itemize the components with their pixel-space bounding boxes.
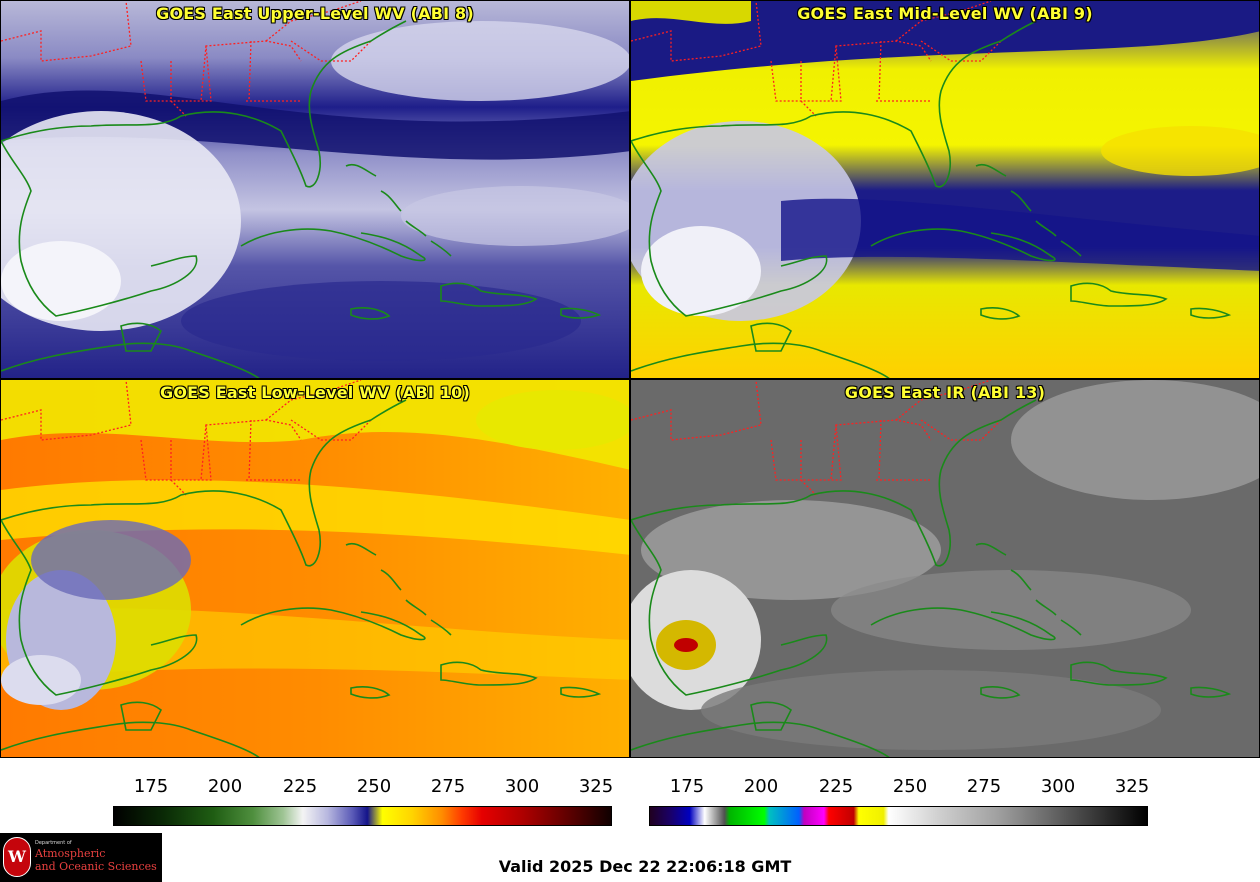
ir-tick-label: 175	[669, 776, 705, 797]
low-level-wv-map	[1, 380, 629, 757]
upper-level-wv-map	[1, 1, 629, 378]
upper-level-wv-panel: GOES East Upper-Level WV (ABI 8)	[0, 0, 630, 379]
mid-level-wv-panel: GOES East Mid-Level WV (ABI 9)	[630, 0, 1260, 379]
wv-tick-label: 200	[207, 776, 243, 797]
wv-tick-label: 225	[282, 776, 318, 797]
ir-tick-label: 300	[1040, 776, 1076, 797]
ir-tick-label: 275	[966, 776, 1002, 797]
wv-colorbar-ticks: 175 200 225 250 275 300 325	[113, 768, 614, 806]
panel-title: GOES East Low-Level WV (ABI 10)	[159, 383, 470, 402]
logo-line-2: and Oceanic Sciences	[35, 860, 157, 873]
ir-colorbar-ticks: 175 200 225 250 275 300 325	[649, 768, 1150, 806]
panel-title: GOES East IR (ABI 13)	[844, 383, 1046, 402]
wv-tick-label: 275	[430, 776, 466, 797]
logo-line-1: Atmospheric	[35, 847, 106, 860]
mid-level-wv-map	[631, 1, 1259, 378]
valid-time: Valid 2025 Dec 22 22:06:18 GMT	[498, 857, 792, 876]
ir-panel: GOES East IR (ABI 13)	[630, 379, 1260, 758]
ir-tick-label: 325	[1114, 776, 1150, 797]
wv-tick-label: 250	[356, 776, 392, 797]
logo-dept-text: Department of	[35, 840, 72, 846]
ir-tick-label: 225	[818, 776, 854, 797]
ir-tick-label: 200	[743, 776, 779, 797]
ir-tick-label: 250	[892, 776, 928, 797]
university-seal-icon: W	[3, 837, 31, 877]
wv-colorbar	[113, 806, 612, 826]
wv-tick-label: 175	[133, 776, 169, 797]
panel-title: GOES East Upper-Level WV (ABI 8)	[156, 4, 474, 23]
low-level-wv-panel: GOES East Low-Level WV (ABI 10)	[0, 379, 630, 758]
ir-map	[631, 380, 1259, 757]
department-logo[interactable]: W Department of Atmospheric and Oceanic …	[0, 833, 162, 882]
wv-tick-label: 325	[578, 776, 614, 797]
wv-tick-label: 300	[504, 776, 540, 797]
ir-colorbar	[649, 806, 1148, 826]
seal-letter: W	[8, 847, 26, 866]
panel-title: GOES East Mid-Level WV (ABI 9)	[797, 4, 1093, 23]
